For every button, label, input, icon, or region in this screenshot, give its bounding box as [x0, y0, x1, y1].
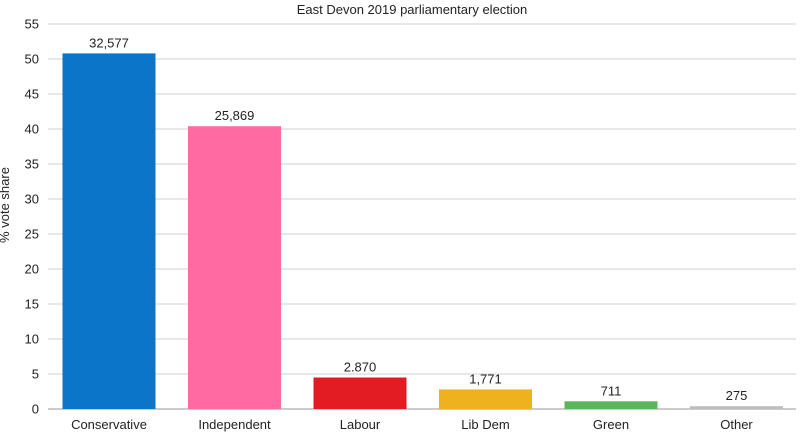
- y-tick-label: 40: [25, 122, 39, 137]
- data-label: 25,869: [215, 108, 255, 123]
- chart-title: East Devon 2019 parliamentary election: [297, 2, 528, 17]
- x-tick-label: Green: [593, 417, 629, 432]
- bar-green: [564, 401, 658, 409]
- x-tick-label: Other: [720, 417, 753, 432]
- y-tick-labels: 0 5 10 15 20 25 30 35 40 45 50 55: [25, 17, 39, 417]
- x-tick-label: Conservative: [71, 417, 147, 432]
- bar-conservative: [62, 53, 156, 410]
- y-tick-label: 0: [32, 402, 39, 417]
- y-tick-label: 10: [25, 332, 39, 347]
- y-tick-label: 25: [25, 227, 39, 242]
- y-axis-label: % vote share: [0, 167, 12, 243]
- bar-lib-dem: [439, 389, 532, 409]
- x-tick-labels: Conservative Independent Labour Lib Dem Gree…: [71, 417, 753, 432]
- x-tick-label: Lib Dem: [461, 417, 509, 432]
- bar-labour: [313, 377, 407, 409]
- y-tick-label: 20: [25, 262, 39, 277]
- bar-independent: [188, 126, 281, 409]
- data-label: 711: [601, 383, 622, 398]
- data-label: 2.870: [344, 360, 377, 375]
- x-tick-label: Independent: [198, 417, 271, 432]
- data-label: 32,577: [89, 35, 129, 50]
- bar-other: [690, 406, 783, 409]
- data-labels: 32,577 25,869 2.870 1,771 711 275: [89, 35, 747, 403]
- y-tick-label: 45: [25, 87, 39, 102]
- y-tick-label: 55: [25, 17, 39, 32]
- bars: [62, 53, 783, 410]
- y-tick-label: 35: [25, 157, 39, 172]
- y-tick-label: 5: [32, 367, 39, 382]
- data-label: 1,771: [469, 371, 502, 386]
- y-tick-label: 30: [25, 192, 39, 207]
- y-tick-label: 50: [25, 52, 39, 67]
- gridlines: [48, 23, 796, 410]
- y-tick-label: 15: [25, 297, 39, 312]
- x-tick-label: Labour: [340, 417, 381, 432]
- data-label: 275: [726, 388, 748, 403]
